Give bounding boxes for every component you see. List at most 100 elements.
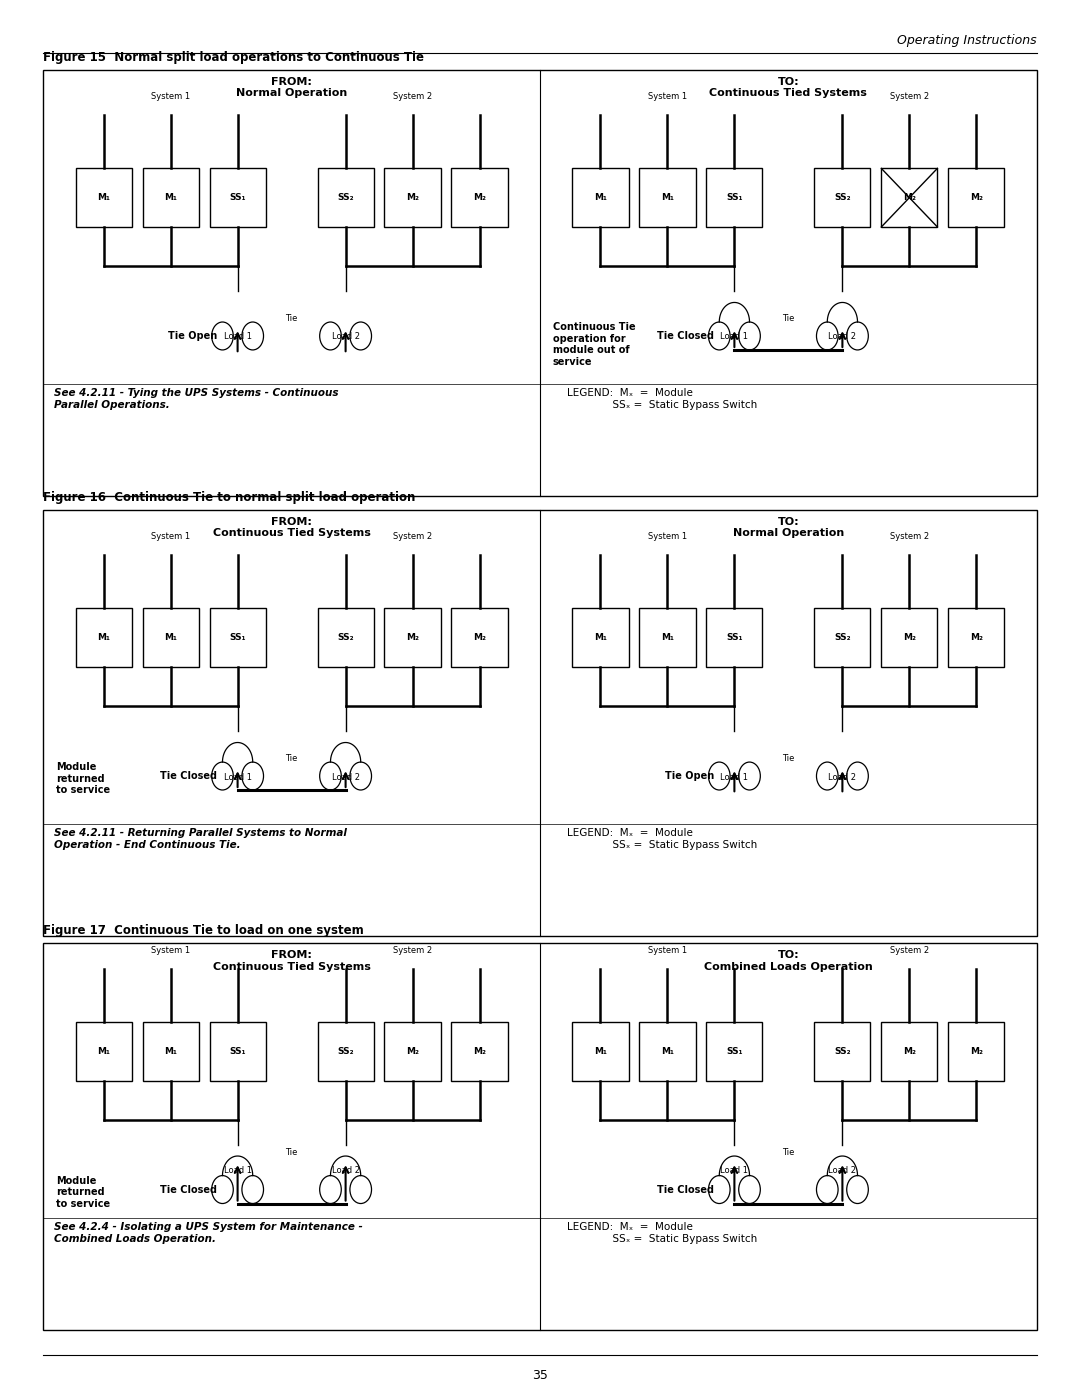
Bar xyxy=(384,1023,441,1081)
Text: Tie Closed: Tie Closed xyxy=(657,331,714,341)
Bar xyxy=(43,943,1037,1330)
Bar xyxy=(639,609,696,668)
Bar xyxy=(143,169,199,228)
Text: System 2: System 2 xyxy=(393,532,432,541)
Text: M₁: M₁ xyxy=(594,633,607,643)
Text: FROM:
Continuous Tied Systems: FROM: Continuous Tied Systems xyxy=(213,950,370,971)
Text: System 1: System 1 xyxy=(151,946,190,956)
Text: Load 1: Load 1 xyxy=(720,1166,748,1175)
Bar xyxy=(210,1023,266,1081)
Bar xyxy=(384,609,441,668)
Bar xyxy=(706,169,762,228)
Bar xyxy=(814,169,870,228)
Bar xyxy=(384,169,441,228)
Bar xyxy=(814,1023,870,1081)
Bar xyxy=(76,1023,132,1081)
Text: M₂: M₂ xyxy=(970,193,983,203)
Text: Figure 15  Normal split load operations to Continuous Tie: Figure 15 Normal split load operations t… xyxy=(43,52,424,64)
Bar xyxy=(43,510,1037,936)
Bar xyxy=(881,169,937,228)
Text: SS₂: SS₂ xyxy=(337,193,354,203)
Text: Load 2: Load 2 xyxy=(828,332,856,341)
Text: Tie Open: Tie Open xyxy=(167,331,217,341)
Text: Continuous Tie
operation for
module out of
service: Continuous Tie operation for module out … xyxy=(553,323,636,367)
Text: Load 1: Load 1 xyxy=(224,773,252,781)
Bar xyxy=(706,1023,762,1081)
Bar xyxy=(948,609,1004,668)
Text: M₁: M₁ xyxy=(164,1046,177,1056)
Text: System 2: System 2 xyxy=(890,92,929,102)
Text: LEGEND:  Mₓ  =  Module
              SSₓ =  Static Bypass Switch: LEGEND: Mₓ = Module SSₓ = Static Bypass … xyxy=(567,388,757,409)
Bar xyxy=(572,1023,629,1081)
Text: M₂: M₂ xyxy=(903,193,916,203)
Text: Tie: Tie xyxy=(782,314,795,323)
Text: See 4.2.11 - Tying the UPS Systems - Continuous
Parallel Operations.: See 4.2.11 - Tying the UPS Systems - Con… xyxy=(54,388,338,409)
Text: See 4.2.4 - Isolating a UPS System for Maintenance -
Combined Loads Operation.: See 4.2.4 - Isolating a UPS System for M… xyxy=(54,1222,363,1243)
Text: System 1: System 1 xyxy=(151,532,190,541)
Text: System 2: System 2 xyxy=(393,92,432,102)
Text: M₂: M₂ xyxy=(970,633,983,643)
Bar xyxy=(318,169,374,228)
Text: Tie: Tie xyxy=(285,754,298,763)
Text: Tie Closed: Tie Closed xyxy=(160,1185,217,1194)
Text: SS₂: SS₂ xyxy=(834,193,851,203)
Bar xyxy=(814,609,870,668)
Text: Load 2: Load 2 xyxy=(332,1166,360,1175)
Bar xyxy=(948,1023,1004,1081)
Text: M₂: M₂ xyxy=(406,633,419,643)
Text: Load 1: Load 1 xyxy=(224,1166,252,1175)
Bar xyxy=(143,1023,199,1081)
Text: LEGEND:  Mₓ  =  Module
              SSₓ =  Static Bypass Switch: LEGEND: Mₓ = Module SSₓ = Static Bypass … xyxy=(567,1222,757,1243)
Bar xyxy=(639,169,696,228)
Text: System 2: System 2 xyxy=(393,946,432,956)
Text: M₂: M₂ xyxy=(903,1046,916,1056)
Text: Load 2: Load 2 xyxy=(828,773,856,781)
Text: SS₁: SS₁ xyxy=(726,193,743,203)
Text: M₁: M₁ xyxy=(661,1046,674,1056)
Text: System 1: System 1 xyxy=(648,532,687,541)
Text: M₂: M₂ xyxy=(473,193,486,203)
Bar xyxy=(43,70,1037,496)
Text: Tie: Tie xyxy=(782,1148,795,1157)
Text: TO:
Normal Operation: TO: Normal Operation xyxy=(732,517,845,538)
Text: Tie Closed: Tie Closed xyxy=(657,1185,714,1194)
Bar xyxy=(451,1023,508,1081)
Text: Load 2: Load 2 xyxy=(332,773,360,781)
Bar xyxy=(881,1023,937,1081)
Text: System 2: System 2 xyxy=(890,946,929,956)
Text: M₂: M₂ xyxy=(406,193,419,203)
Text: TO:
Continuous Tied Systems: TO: Continuous Tied Systems xyxy=(710,77,867,98)
Bar xyxy=(210,609,266,668)
Text: M₂: M₂ xyxy=(970,1046,983,1056)
Text: M₁: M₁ xyxy=(97,193,110,203)
Text: SS₂: SS₂ xyxy=(834,633,851,643)
Text: M₁: M₁ xyxy=(97,1046,110,1056)
Text: Tie: Tie xyxy=(285,1148,298,1157)
Text: Load 1: Load 1 xyxy=(720,332,748,341)
Text: System 1: System 1 xyxy=(648,946,687,956)
Bar xyxy=(639,1023,696,1081)
Text: System 2: System 2 xyxy=(890,532,929,541)
Text: Load 1: Load 1 xyxy=(224,332,252,341)
Bar xyxy=(318,609,374,668)
Bar xyxy=(451,609,508,668)
Text: M₁: M₁ xyxy=(164,193,177,203)
Text: Figure 16  Continuous Tie to normal split load operation: Figure 16 Continuous Tie to normal split… xyxy=(43,492,416,504)
Bar xyxy=(572,609,629,668)
Bar xyxy=(572,169,629,228)
Bar xyxy=(76,609,132,668)
Text: M₂: M₂ xyxy=(903,633,916,643)
Text: M₂: M₂ xyxy=(473,633,486,643)
Bar xyxy=(76,169,132,228)
Text: M₁: M₁ xyxy=(164,633,177,643)
Text: Tie Closed: Tie Closed xyxy=(160,771,217,781)
Text: SS₂: SS₂ xyxy=(337,1046,354,1056)
Text: Tie: Tie xyxy=(285,314,298,323)
Text: M₂: M₂ xyxy=(406,1046,419,1056)
Text: 35: 35 xyxy=(532,1369,548,1382)
Text: M₂: M₂ xyxy=(473,1046,486,1056)
Text: FROM:
Continuous Tied Systems: FROM: Continuous Tied Systems xyxy=(213,517,370,538)
Text: SS₁: SS₁ xyxy=(229,1046,246,1056)
Bar xyxy=(451,169,508,228)
Text: See 4.2.11 - Returning Parallel Systems to Normal
Operation - End Continuous Tie: See 4.2.11 - Returning Parallel Systems … xyxy=(54,828,347,849)
